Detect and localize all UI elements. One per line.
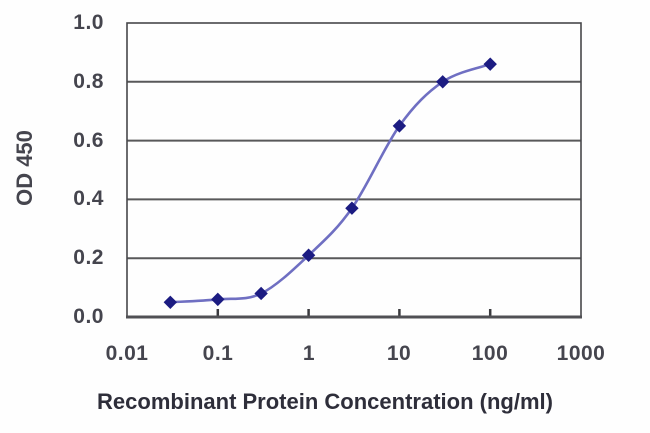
data-point-marker-3 (345, 201, 359, 215)
data-point-marker-0.3 (254, 286, 268, 301)
data-point-marker-30 (436, 75, 450, 89)
y-tick-label-0.4: 0.4 (73, 187, 104, 210)
x-tick-label-0.01: 0.01 (105, 342, 149, 365)
data-point-marker-1 (301, 248, 316, 262)
x-tick-label-1: 1 (302, 342, 316, 365)
x-tick-label-100: 100 (471, 342, 509, 365)
data-point-marker-10 (392, 119, 407, 133)
y-axis-title: OD 450 (12, 130, 37, 206)
y-tick-label-1.0: 1.0 (73, 11, 104, 34)
data-point-marker-0.1 (211, 292, 225, 307)
x-tick-label-10: 10 (386, 342, 412, 365)
x-tick-label-1000: 1000 (556, 342, 606, 365)
data-point-marker-0.03 (163, 295, 178, 310)
y-tick-label-0.8: 0.8 (73, 70, 104, 93)
data-point-marker-100 (483, 57, 497, 71)
plot-border (126, 22, 582, 318)
series-line (169, 62, 492, 304)
x-tick-label-0.1: 0.1 (202, 342, 234, 365)
y-tick-label-0.2: 0.2 (73, 246, 104, 269)
x-axis-title: Recombinant Protein Concentration (ng/ml… (97, 389, 553, 414)
y-tick-label-0.6: 0.6 (73, 129, 104, 152)
y-tick-label-0.0: 0.0 (73, 305, 104, 328)
